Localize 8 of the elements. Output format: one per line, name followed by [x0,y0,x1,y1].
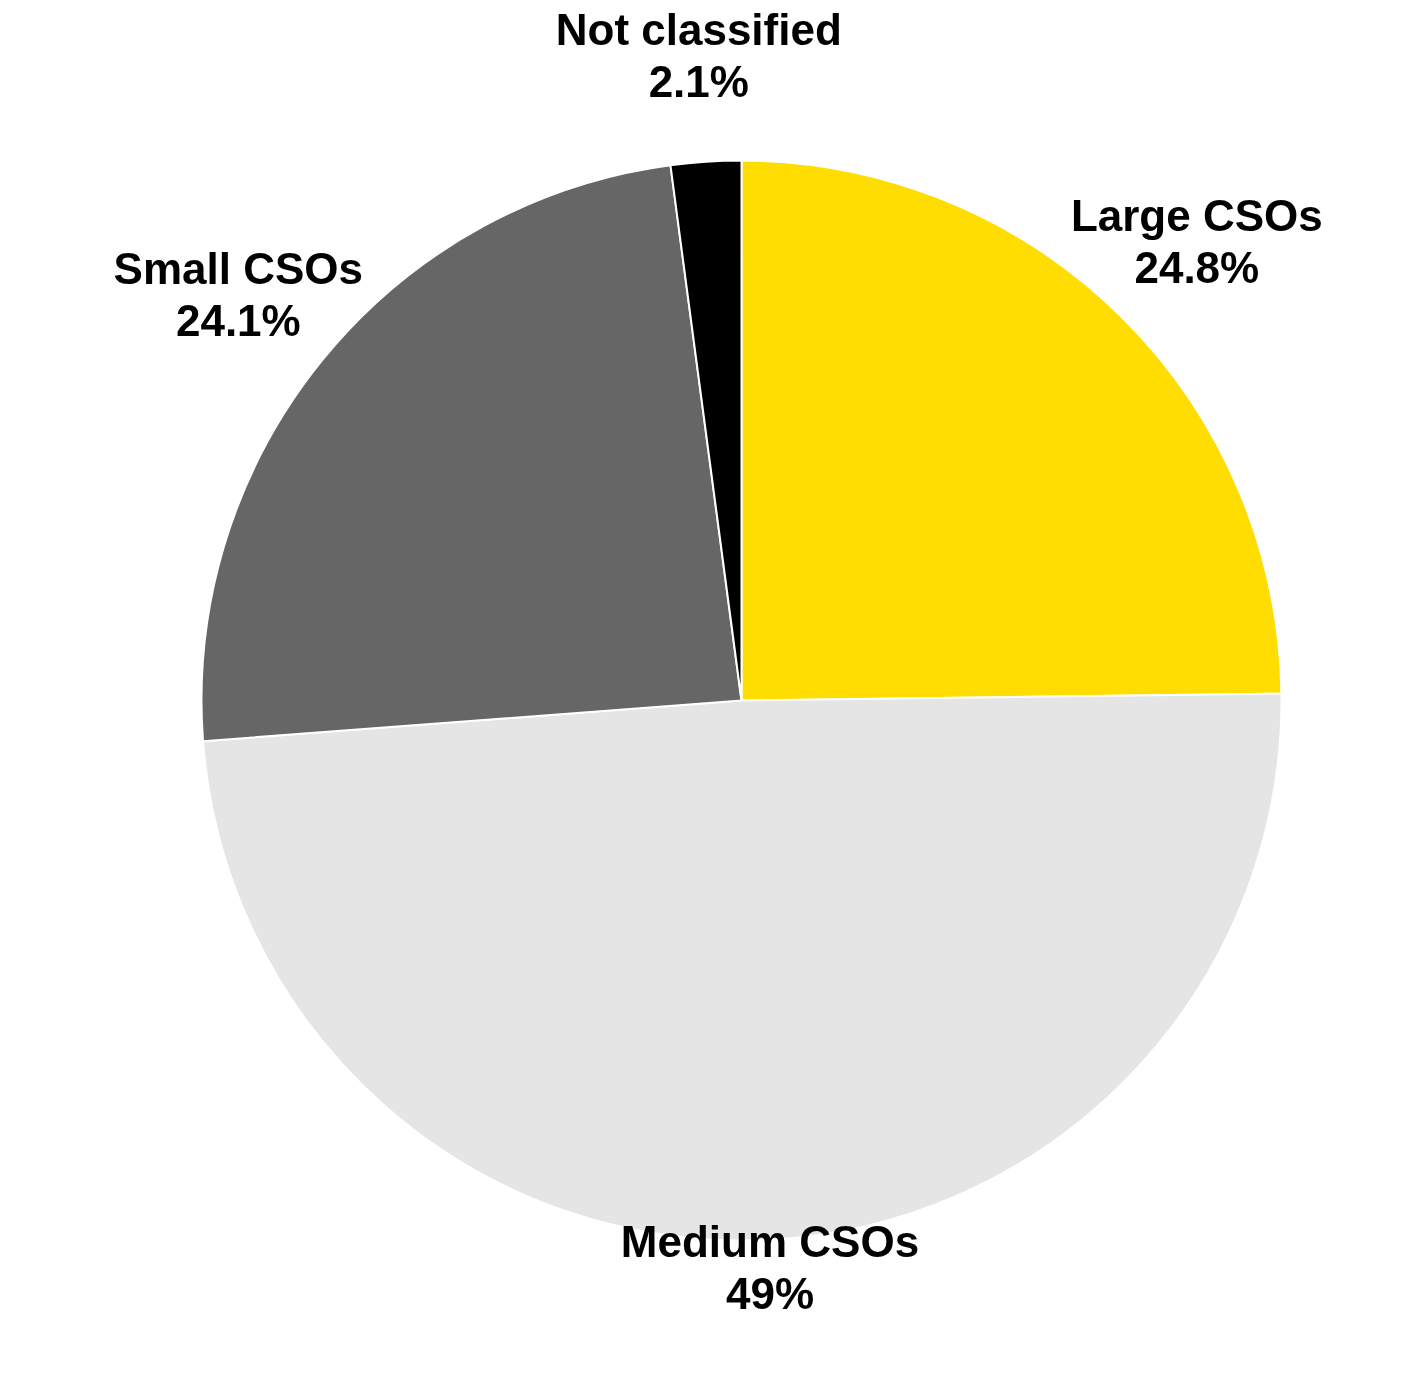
slice-label: Small CSOs [113,243,364,293]
slice-label: Medium CSOs [620,1217,920,1266]
data-label: 24.1% [175,295,301,345]
data-label: 24.8% [1134,242,1260,292]
slice-label: Not classified [555,5,842,55]
data-label: 2.1% [648,57,749,107]
data-label: 49% [725,1269,815,1318]
slice-label: Large CSOs [1070,190,1323,240]
